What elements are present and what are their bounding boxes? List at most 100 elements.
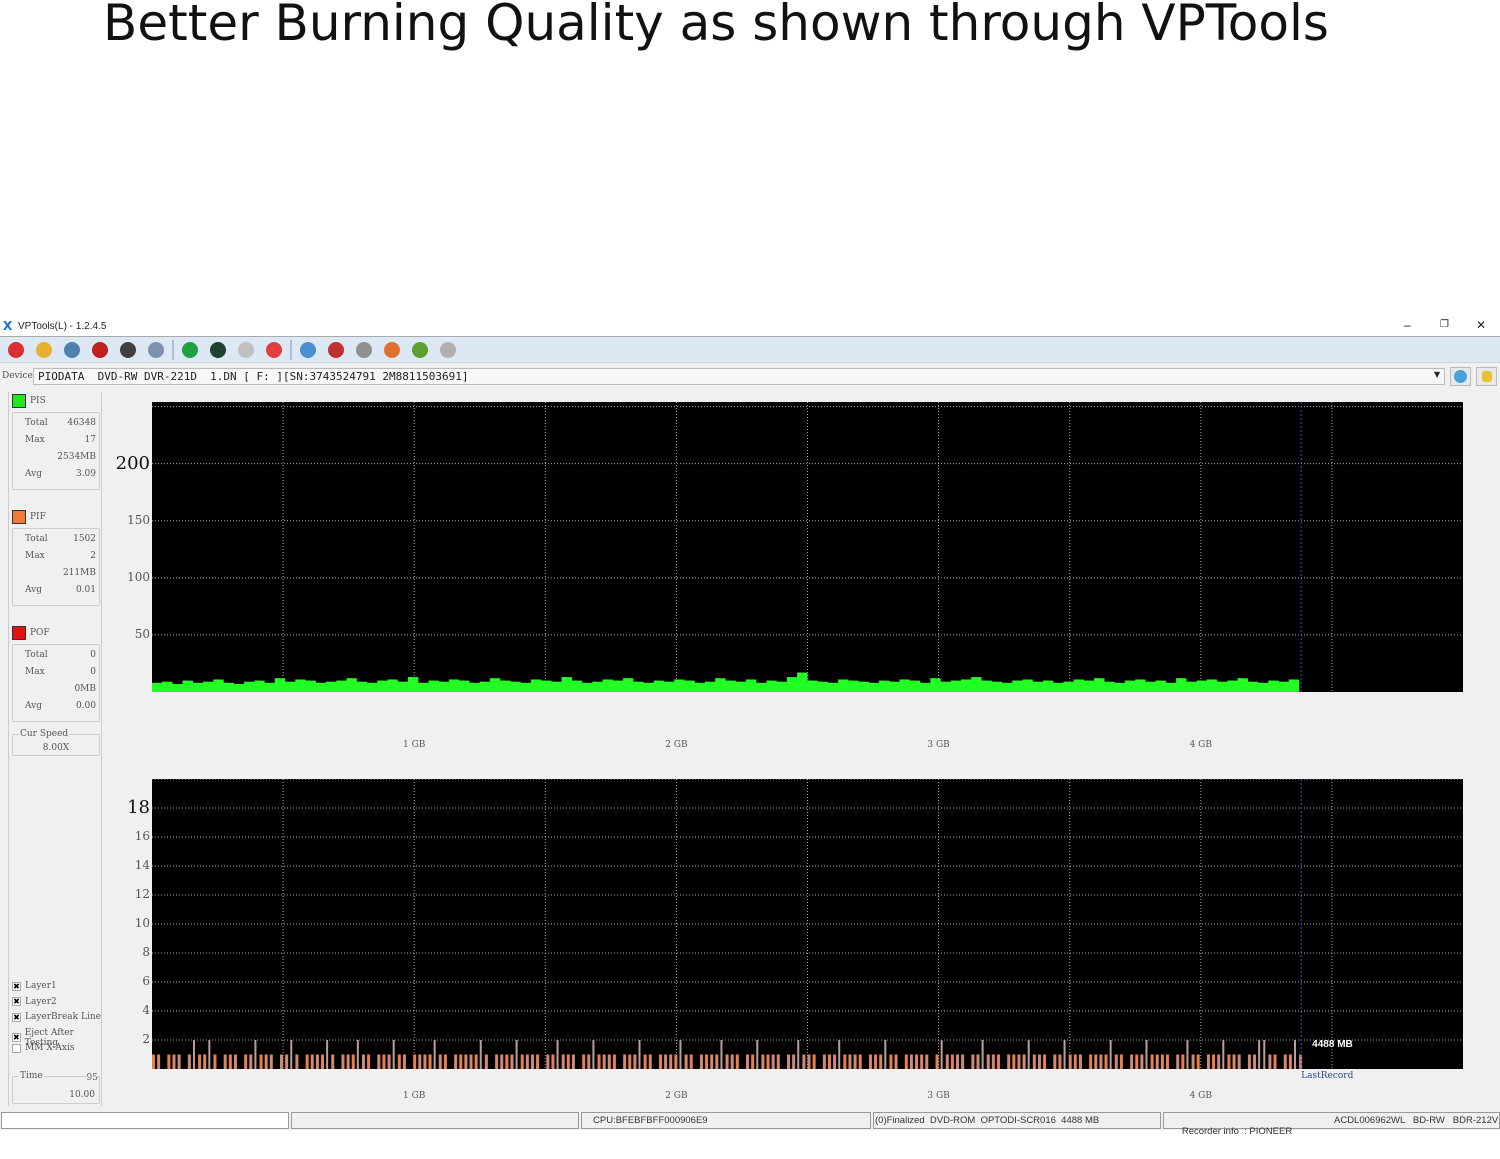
lock-button[interactable] <box>1476 367 1497 386</box>
pif-bar <box>1063 1040 1066 1069</box>
pif-bar <box>1104 1054 1108 1069</box>
pif-bar <box>1273 1054 1277 1069</box>
scanner-icon[interactable] <box>148 342 164 358</box>
pif-bar <box>976 1054 980 1069</box>
drive-icon[interactable] <box>356 342 372 358</box>
pis-point <box>1227 680 1233 692</box>
last-record-value: 4488 MB <box>1312 1039 1353 1050</box>
jitter-icon[interactable] <box>440 342 456 358</box>
stat-row: Total 1502 <box>13 531 99 548</box>
option-mm-x-axis[interactable]: MM X-Axis <box>12 1043 75 1053</box>
pif-bar <box>787 1054 791 1069</box>
pif-bar <box>1073 1054 1077 1069</box>
checkbox[interactable]: ✖ <box>12 1033 21 1042</box>
pif-bar <box>1150 1054 1154 1069</box>
minimize-button[interactable]: – <box>1404 318 1411 332</box>
pif-bar <box>423 1054 427 1069</box>
pif-bar <box>571 1054 575 1069</box>
pif-bar <box>377 1054 381 1069</box>
disc-blue-icon[interactable] <box>300 342 316 358</box>
pis-point <box>858 681 864 692</box>
pif-bar <box>392 1040 395 1069</box>
pis-point <box>1288 679 1295 692</box>
pif-bar <box>269 1054 273 1069</box>
pis-point <box>633 681 639 692</box>
pis-point <box>991 681 997 692</box>
fire-disc-icon[interactable] <box>384 342 400 358</box>
option-layer1[interactable]: ✖ Layer1 <box>12 981 57 991</box>
headline: Better Burning Quality as shown through … <box>103 0 1329 52</box>
disc-add-icon[interactable] <box>238 342 254 358</box>
black-disc-icon[interactable] <box>120 342 136 358</box>
x-tick-label: 2 GB <box>665 1091 688 1101</box>
pis-point <box>1104 681 1110 692</box>
stat-label: Total <box>25 650 48 660</box>
chart-icon[interactable] <box>412 342 428 358</box>
x-tick-label: 4 GB <box>1189 1091 1212 1101</box>
pis-point <box>930 678 936 692</box>
pif-bar <box>766 1054 770 1069</box>
checkbox[interactable]: ✖ <box>12 981 21 991</box>
pis-color-swatch[interactable] <box>12 394 26 408</box>
pif-bar <box>689 1054 693 1069</box>
option-layer2[interactable]: ✖ Layer2 <box>12 997 57 1007</box>
pif-bar <box>1114 1054 1118 1069</box>
pis-point <box>561 677 567 692</box>
pis-point <box>305 680 311 692</box>
key-icon[interactable] <box>36 342 52 358</box>
stat-row: Max 2 <box>13 548 99 565</box>
pif-bar <box>1253 1054 1257 1069</box>
stat-label: Max <box>25 435 45 445</box>
pis-point <box>1196 680 1202 692</box>
power-icon[interactable] <box>8 342 24 358</box>
pif-color-swatch[interactable] <box>12 510 26 524</box>
checkbox[interactable]: ✖ <box>12 997 21 1006</box>
red-disc-icon[interactable] <box>92 342 108 358</box>
pif-bar <box>945 1054 949 1069</box>
pif-bar <box>1094 1054 1098 1069</box>
pis-point <box>223 682 229 692</box>
pif-bar <box>884 1040 887 1069</box>
restore-button[interactable]: ❐ <box>1440 319 1449 330</box>
pis-point <box>725 680 731 692</box>
dropdown-arrow-icon[interactable]: ▼ <box>1434 370 1441 379</box>
checkbox[interactable] <box>12 1043 21 1053</box>
stat-label: Max <box>25 667 45 677</box>
pif-bar <box>1227 1054 1231 1069</box>
close-button[interactable]: ✕ <box>1476 318 1487 332</box>
stat-row: Avg 0.00 <box>13 698 99 715</box>
pis-point <box>489 678 496 692</box>
y-tick-label: 150 <box>127 512 150 527</box>
pif-bar <box>566 1054 570 1069</box>
pis-point <box>326 681 332 692</box>
pif-bar <box>320 1054 324 1069</box>
pis-point <box>162 681 168 692</box>
option-layerbreak-line[interactable]: ✖ LayerBreak Line <box>12 1012 101 1022</box>
recorder-status: Recorder info : PIONEER ACDL006962WL BD-… <box>1163 1112 1500 1137</box>
pif-bar <box>674 1054 678 1069</box>
pis-point <box>664 681 670 692</box>
pif-bar <box>228 1054 232 1069</box>
checkbox[interactable]: ✖ <box>12 1012 21 1022</box>
pif-bar <box>607 1054 611 1069</box>
y-tick-label: 6 <box>142 974 150 988</box>
device-select[interactable]: PIODATA DVD-RW DVR-221D 1.DN [ F: ][SN:3… <box>33 368 1445 385</box>
pof-color-swatch[interactable] <box>12 626 26 640</box>
pif-bar <box>469 1054 473 1069</box>
pis-point <box>1278 681 1284 692</box>
pif-bar <box>361 1054 365 1069</box>
refresh-icon[interactable] <box>182 342 198 358</box>
pif-bar <box>500 1054 504 1069</box>
stop-icon[interactable] <box>266 342 282 358</box>
pif-bar <box>1196 1054 1200 1069</box>
monitor-icon[interactable] <box>64 342 80 358</box>
option-eject-after-testing[interactable]: ✖ Eject After Testing <box>12 1028 101 1048</box>
eject-button[interactable] <box>1450 367 1471 386</box>
pis-point <box>920 682 926 692</box>
burn-icon[interactable] <box>328 342 344 358</box>
pis-point <box>1043 680 1049 692</box>
pis-point <box>285 681 291 692</box>
pif-bar <box>705 1054 709 1069</box>
pif-bar <box>935 1054 939 1069</box>
globe-icon[interactable] <box>210 342 226 358</box>
